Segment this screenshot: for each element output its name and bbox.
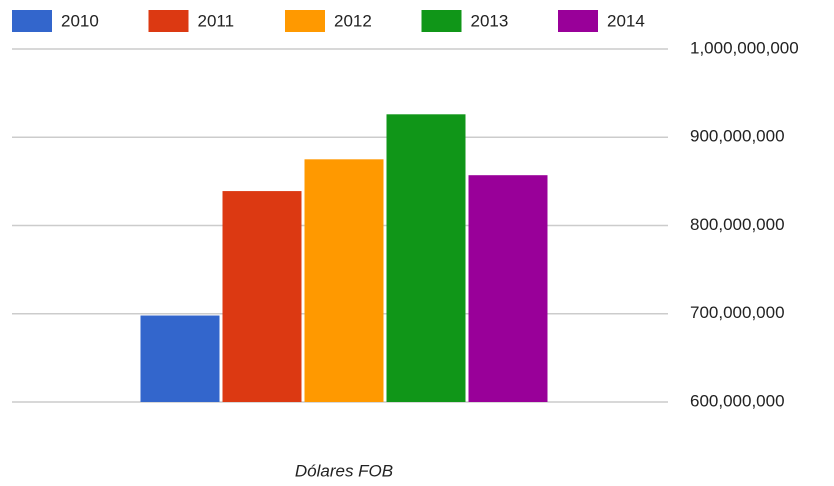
y-tick-label: 800,000,000	[690, 215, 785, 234]
y-tick-label: 600,000,000	[690, 391, 785, 410]
bar	[140, 315, 220, 402]
legend-label: 2012	[334, 11, 372, 30]
bar	[304, 159, 384, 402]
y-tick-label: 700,000,000	[690, 303, 785, 322]
x-tick-label: Dólares FOB	[295, 461, 393, 480]
bar	[222, 191, 302, 402]
bar	[468, 175, 548, 402]
legend-swatch	[148, 10, 189, 32]
legend-label: 2010	[61, 11, 99, 30]
bar	[386, 114, 466, 403]
y-tick-label: 1,000,000,000	[690, 38, 799, 57]
legend-label: 2011	[198, 11, 235, 30]
legend-label: 2014	[607, 11, 645, 30]
legend-swatch	[12, 10, 52, 32]
legend-swatch	[558, 10, 598, 32]
y-tick-label: 900,000,000	[690, 127, 785, 146]
legend-label: 2013	[471, 11, 509, 30]
legend-swatch	[285, 10, 325, 32]
legend-swatch	[421, 10, 462, 32]
